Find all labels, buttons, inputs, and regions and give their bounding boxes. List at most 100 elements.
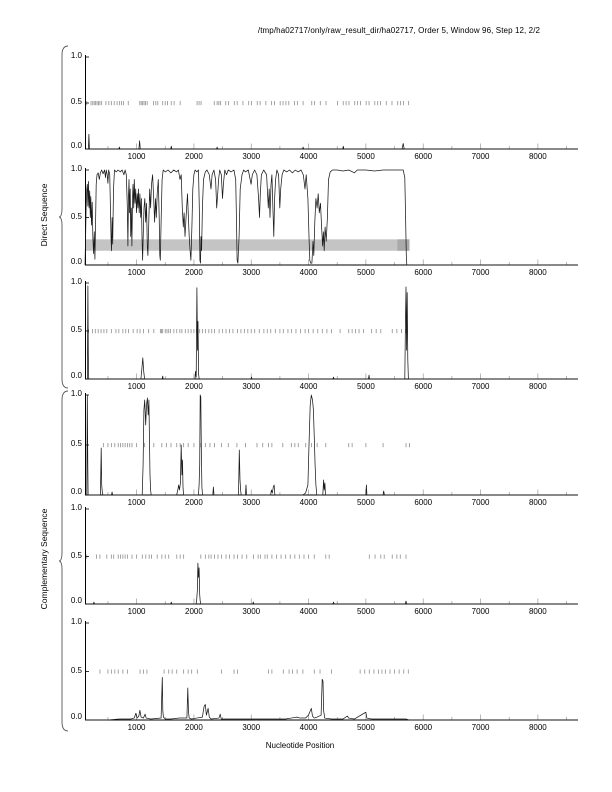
x-tick-label: 3000 — [242, 607, 261, 616]
x-tick-label: 4000 — [299, 268, 318, 277]
y-tick-label: 0.0 — [70, 712, 82, 721]
y-tick-label: 1.0 — [70, 51, 82, 60]
panel-direct-frame-3 — [85, 281, 578, 380]
panel-complementary-frame-1 — [85, 393, 578, 496]
plot-area-complementary-frame-2 — [85, 507, 578, 605]
axes — [85, 393, 578, 496]
x-tick-label: 1000 — [127, 723, 146, 732]
axes — [85, 507, 578, 605]
y-tick-label: 0.5 — [70, 439, 82, 448]
plot-area-complementary-frame-1 — [85, 393, 578, 496]
plot-area-direct-frame-2 — [84, 168, 578, 266]
panel-direct-frame-2 — [84, 168, 578, 266]
panel-complementary-frame-2 — [85, 507, 578, 605]
y-tick-label: 1.0 — [70, 164, 82, 173]
x-tick-label: 6000 — [414, 607, 433, 616]
y-tick-label: 0.5 — [70, 211, 82, 221]
y-tick-label: 1.0 — [70, 617, 82, 626]
x-tick-label: 7000 — [471, 723, 490, 732]
x-tick-label: 3000 — [242, 268, 261, 277]
x-tick-label: 5000 — [356, 268, 375, 277]
hash-marks-row — [87, 329, 407, 334]
y-tick-label: 0.5 — [70, 97, 82, 106]
x-tick-label: 4000 — [299, 723, 318, 732]
x-axis-label: Nucleotide Position — [265, 741, 335, 750]
data-curve — [85, 562, 578, 605]
y-tick-label: 1.0 — [70, 389, 82, 398]
x-tick-label: 6000 — [414, 723, 433, 732]
x-tick-label: 6000 — [414, 268, 433, 277]
x-tick-label: 8000 — [528, 382, 547, 391]
complementary-sequence-group-brace-icon — [58, 390, 69, 732]
y-tick-label: 1.0 — [70, 503, 82, 512]
x-tick-label: 7000 — [471, 382, 490, 391]
figure-title: /tmp/ha02717/only/raw_result_dir/ha02717… — [257, 26, 541, 35]
y-tick-label: 0.0 — [70, 257, 82, 266]
x-tick-label: 2000 — [185, 607, 203, 616]
y-tick-label: 0.5 — [70, 325, 82, 334]
x-tick-marks — [107, 143, 567, 149]
x-tick-label: 7000 — [471, 498, 490, 507]
x-tick-label: 8000 — [528, 152, 547, 161]
x-tick-label: 4000 — [299, 607, 318, 616]
hash-marks-row — [86, 443, 410, 448]
x-tick-label: 8000 — [528, 498, 547, 507]
axes — [85, 55, 578, 150]
data-curve — [85, 394, 578, 496]
x-tick-label: 2000 — [185, 382, 203, 391]
x-tick-label: 4000 — [299, 382, 318, 391]
x-tick-label: 5000 — [356, 607, 375, 616]
x-tick-label: 1000 — [127, 382, 146, 391]
x-tick-label: 7000 — [471, 268, 490, 277]
x-tick-label: 5000 — [356, 723, 375, 732]
data-curve — [84, 169, 578, 266]
x-tick-label: 5000 — [356, 382, 375, 391]
hash-marks-row — [99, 669, 409, 674]
plot-area-direct-frame-3 — [85, 281, 578, 380]
x-tick-marks — [107, 598, 567, 604]
x-tick-label: 8000 — [528, 723, 547, 732]
y-tick-label: 0.5 — [70, 550, 82, 560]
x-tick-label: 2000 — [185, 498, 203, 507]
panel-direct-frame-1 — [85, 55, 578, 150]
x-tick-label: 6000 — [414, 152, 433, 161]
x-tick-label: 8000 — [528, 607, 547, 616]
x-tick-label: 7000 — [471, 152, 490, 161]
y-tick-label: 0.0 — [70, 487, 82, 496]
x-tick-label: 3000 — [242, 498, 261, 507]
highlight-band — [85, 239, 410, 251]
x-tick-marks — [107, 259, 567, 265]
y-tick-label: 1.0 — [70, 277, 82, 286]
panel-complementary-frame-3 — [85, 621, 578, 721]
hash-marks-row — [86, 554, 407, 559]
hash-marks-row — [86, 101, 410, 106]
x-tick-label: 3000 — [242, 723, 261, 732]
x-tick-label: 6000 — [414, 498, 433, 507]
x-tick-label: 2000 — [185, 152, 203, 161]
x-tick-label: 1000 — [127, 268, 146, 277]
data-curve — [85, 676, 578, 721]
x-tick-marks — [107, 373, 567, 379]
x-tick-label: 6000 — [414, 382, 433, 391]
plot-area-complementary-frame-3 — [85, 621, 578, 721]
y-tick-label: 0.0 — [70, 141, 82, 150]
y-tick-label: 0.5 — [70, 665, 82, 675]
y-tick-label: 0.0 — [70, 371, 82, 380]
complementary-sequence-axis-label: Complementary Sequence — [39, 508, 49, 610]
data-curve — [85, 133, 578, 150]
x-tick-label: 3000 — [242, 382, 261, 391]
x-tick-label: 5000 — [356, 152, 375, 161]
direct-sequence-group-brace-icon — [58, 45, 69, 389]
x-tick-label: 7000 — [471, 607, 490, 616]
direct-sequence-axis-label: Direct Sequence — [39, 183, 49, 247]
x-tick-label: 5000 — [356, 498, 375, 507]
x-tick-label: 4000 — [299, 498, 318, 507]
x-tick-label: 3000 — [242, 152, 261, 161]
x-tick-label: 4000 — [299, 152, 318, 161]
data-curve — [85, 285, 578, 380]
x-tick-label: 1000 — [127, 152, 146, 161]
x-tick-label: 2000 — [185, 268, 203, 277]
x-tick-label: 8000 — [528, 268, 547, 277]
x-tick-label: 1000 — [127, 607, 146, 616]
